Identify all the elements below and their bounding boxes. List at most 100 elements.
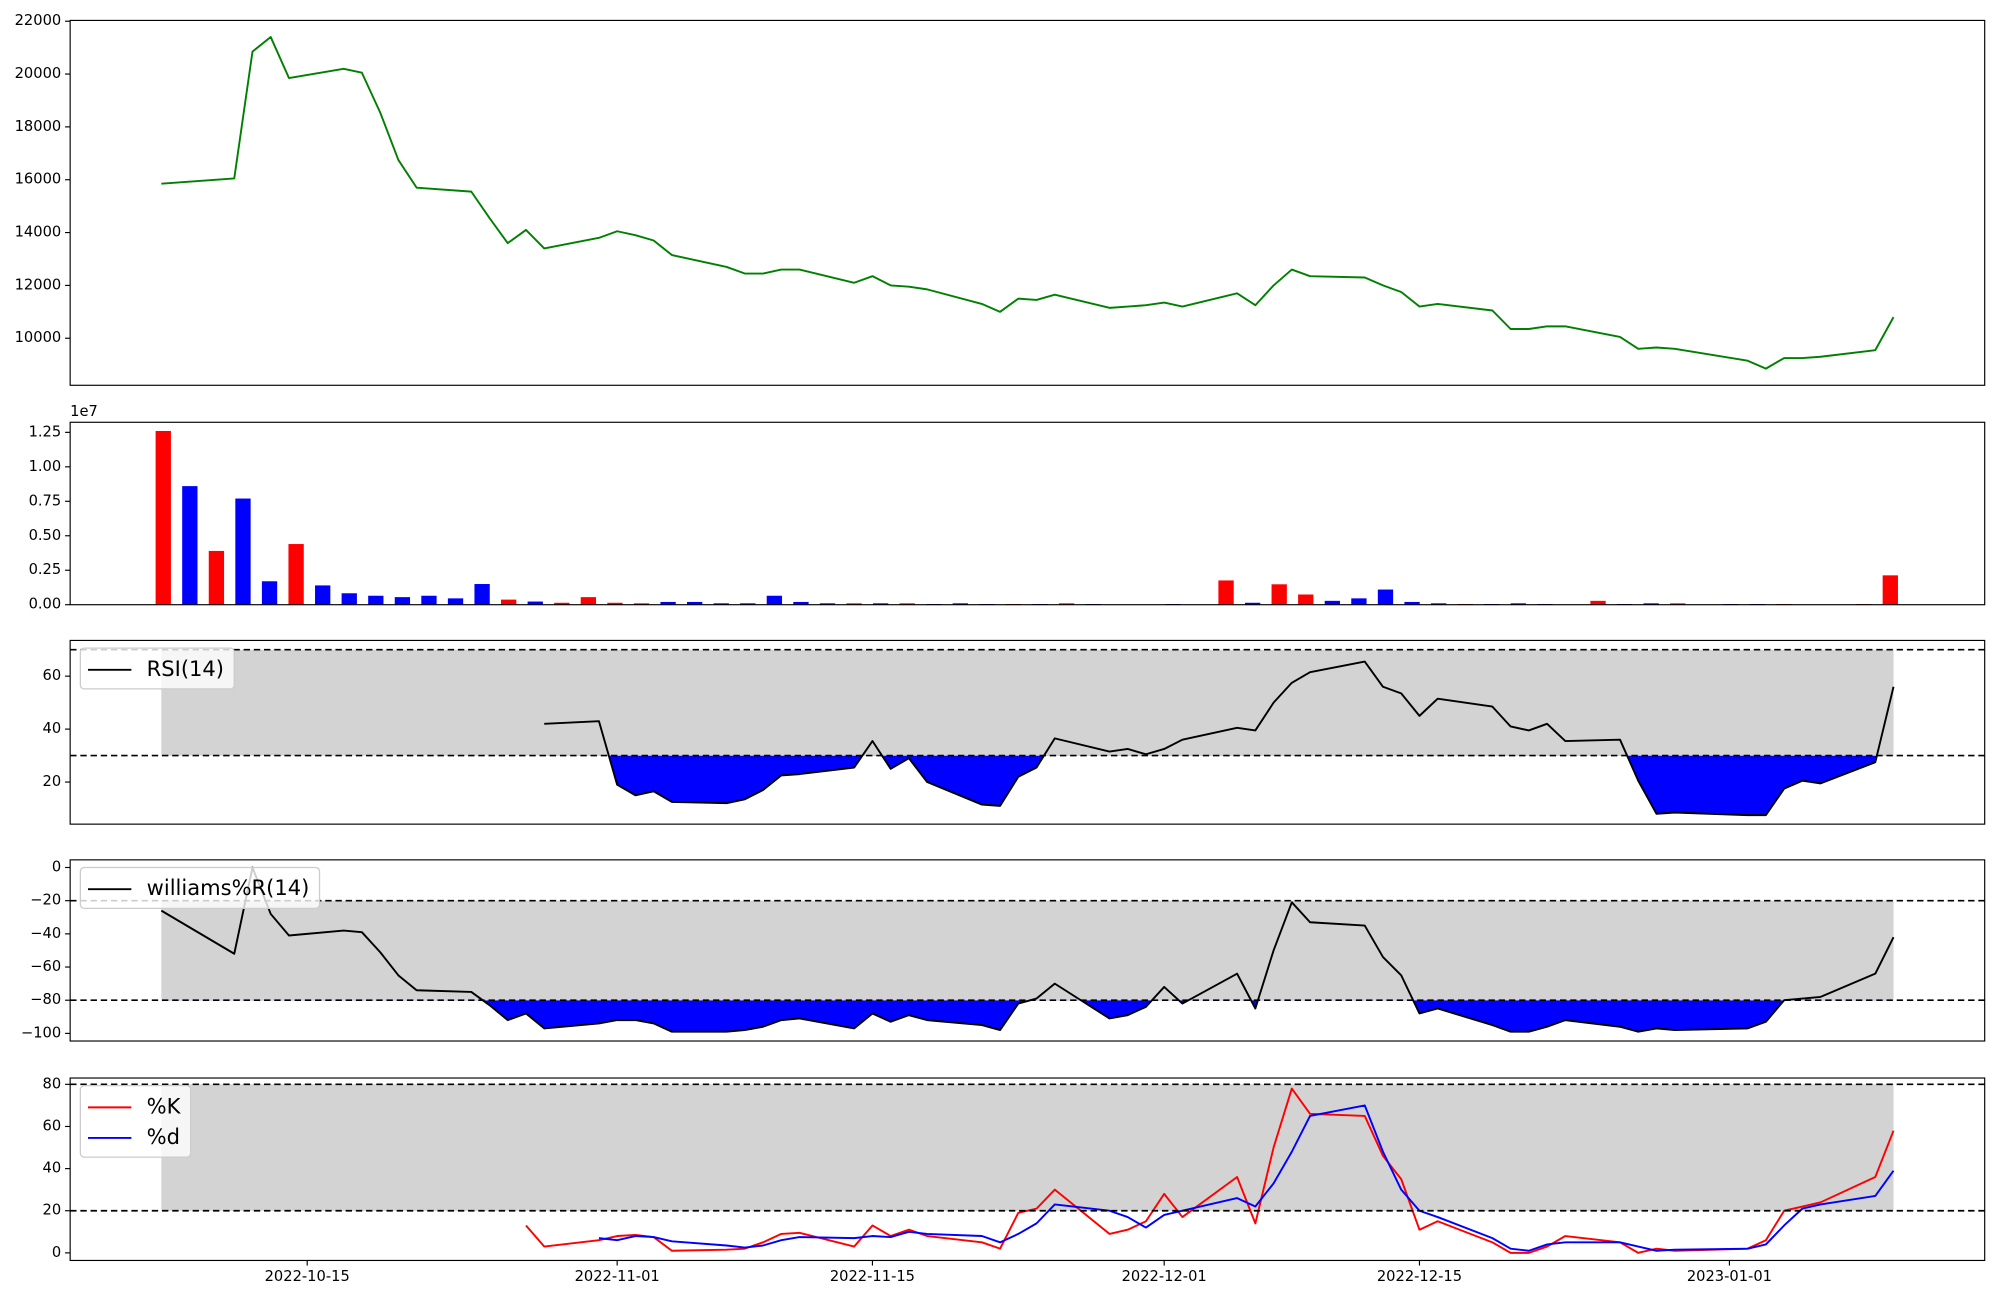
x-tick-label: 2022-11-01 bbox=[575, 1268, 660, 1285]
y-tick-label: 0.00 bbox=[29, 596, 62, 613]
volume-bar bbox=[208, 550, 225, 605]
volume-bar bbox=[1643, 603, 1659, 605]
y-tick-label: −100 bbox=[21, 1024, 61, 1041]
volume-bar bbox=[1244, 602, 1261, 605]
volume-bar bbox=[1590, 600, 1606, 605]
volume-bar bbox=[633, 603, 650, 605]
series-line bbox=[160, 866, 1895, 1033]
volume-bar bbox=[1218, 580, 1234, 605]
volume-bar bbox=[607, 602, 623, 605]
volume-bar bbox=[713, 603, 729, 605]
legend-label: williams%R(14) bbox=[147, 875, 310, 900]
series-line bbox=[525, 1087, 1895, 1254]
volume-bar bbox=[793, 601, 809, 605]
series-line bbox=[544, 660, 1895, 817]
level-band bbox=[161, 900, 1894, 1001]
volume-bar bbox=[394, 597, 411, 605]
y-tick-label: 60 bbox=[43, 667, 62, 684]
volume-bar bbox=[1271, 584, 1287, 605]
legend-label: RSI(14) bbox=[147, 656, 224, 681]
y-tick-label: −20 bbox=[30, 892, 61, 909]
volume-bar bbox=[740, 603, 756, 605]
y-tick-label: 22000 bbox=[15, 12, 62, 29]
y-tick-label: 20 bbox=[43, 1202, 62, 1219]
volume-bar bbox=[527, 601, 543, 605]
volume-bar bbox=[368, 595, 384, 605]
volume-bar bbox=[687, 601, 703, 605]
legend-box bbox=[79, 1085, 192, 1158]
volume-bar bbox=[182, 486, 198, 605]
legend: williams%R(14) bbox=[79, 866, 321, 909]
y-tick-label: 0 bbox=[52, 1244, 61, 1261]
y-tick-label: 0.75 bbox=[29, 492, 62, 509]
y-tick-label: 10000 bbox=[15, 329, 62, 346]
y-tick-label: 60 bbox=[43, 1117, 62, 1134]
y-tick-label: 0.25 bbox=[29, 561, 62, 578]
volume-bar bbox=[235, 498, 251, 605]
volume-bar bbox=[288, 544, 304, 605]
legend-label: %d bbox=[147, 1124, 180, 1149]
y-tick-label: 14000 bbox=[15, 224, 62, 241]
axes-frame bbox=[69, 639, 1986, 825]
axes-frame bbox=[69, 1077, 1986, 1262]
axes-frame bbox=[69, 421, 1986, 606]
volume-bar bbox=[261, 581, 278, 605]
level-band bbox=[161, 1084, 1894, 1211]
y-tick-label: 80 bbox=[43, 1075, 62, 1092]
oversold-fill bbox=[608, 755, 1877, 816]
x-tick-label: 2022-12-15 bbox=[1377, 1268, 1462, 1285]
y-tick-label: 20 bbox=[43, 773, 62, 790]
panel: 0 20 40 60 80 2022-10-15 2022-11-01 2022-11-15 2… bbox=[43, 1075, 1986, 1285]
panel: 0.00 0.25 0.50 0.75 1.00 1.25 1e7 bbox=[29, 403, 1986, 613]
y-tick-label: −40 bbox=[30, 925, 61, 942]
volume-bar bbox=[766, 595, 783, 605]
volume-bar bbox=[1882, 575, 1898, 605]
y-tick-label: 18000 bbox=[15, 118, 62, 135]
volume-bar bbox=[1404, 601, 1420, 605]
volume-bar bbox=[1298, 594, 1314, 605]
x-tick-label: 2022-10-15 bbox=[265, 1268, 350, 1285]
y-tick-label: 20000 bbox=[15, 65, 62, 82]
y-tick-label: 0 bbox=[52, 858, 61, 875]
axis-offset-label: 1e7 bbox=[70, 403, 98, 420]
volume-bar bbox=[1058, 603, 1075, 605]
volume-bar bbox=[554, 602, 570, 605]
volume-bar bbox=[1670, 603, 1686, 605]
volume-bar bbox=[872, 603, 889, 605]
volume-bar bbox=[1510, 603, 1526, 605]
volume-bar bbox=[474, 584, 490, 605]
level-band bbox=[161, 649, 1894, 756]
y-tick-label: 12000 bbox=[15, 276, 62, 293]
volume-bar bbox=[952, 603, 969, 605]
panel: 10000 12000 14000 16000 18000 20000 22000 bbox=[15, 12, 1986, 386]
series-line bbox=[161, 36, 1895, 370]
legend: RSI(14) bbox=[79, 647, 235, 690]
legend-box bbox=[79, 866, 321, 909]
volume-bar bbox=[315, 585, 331, 605]
volume-bar bbox=[660, 601, 676, 605]
axes-frame bbox=[69, 859, 1986, 1042]
legend-label: %K bbox=[147, 1093, 182, 1118]
volume-bar bbox=[447, 598, 464, 605]
volume-bar bbox=[341, 593, 357, 605]
axes-frame bbox=[69, 19, 1986, 386]
panel: −100 −80 −60 −40 −20 0 williams%R(14) bbox=[21, 858, 1986, 1042]
y-tick-label: 16000 bbox=[15, 171, 62, 188]
volume-bar bbox=[1351, 598, 1367, 605]
volume-bar bbox=[501, 599, 517, 605]
y-tick-label: 0.50 bbox=[29, 527, 62, 544]
volume-bar bbox=[155, 430, 171, 605]
panel: 20 40 60 RSI(14) bbox=[43, 639, 1986, 825]
volume-bar bbox=[1377, 589, 1394, 605]
volume-bar bbox=[580, 597, 597, 605]
volume-bar bbox=[1324, 600, 1340, 605]
volume-bar bbox=[1430, 603, 1447, 605]
series-line bbox=[598, 1104, 1895, 1252]
y-tick-label: −80 bbox=[30, 991, 61, 1008]
volume-bar bbox=[846, 603, 862, 605]
volume-bar bbox=[899, 603, 915, 605]
y-tick-label: 1.00 bbox=[29, 458, 62, 475]
volume-bar bbox=[819, 603, 836, 605]
legend-box bbox=[79, 647, 235, 690]
